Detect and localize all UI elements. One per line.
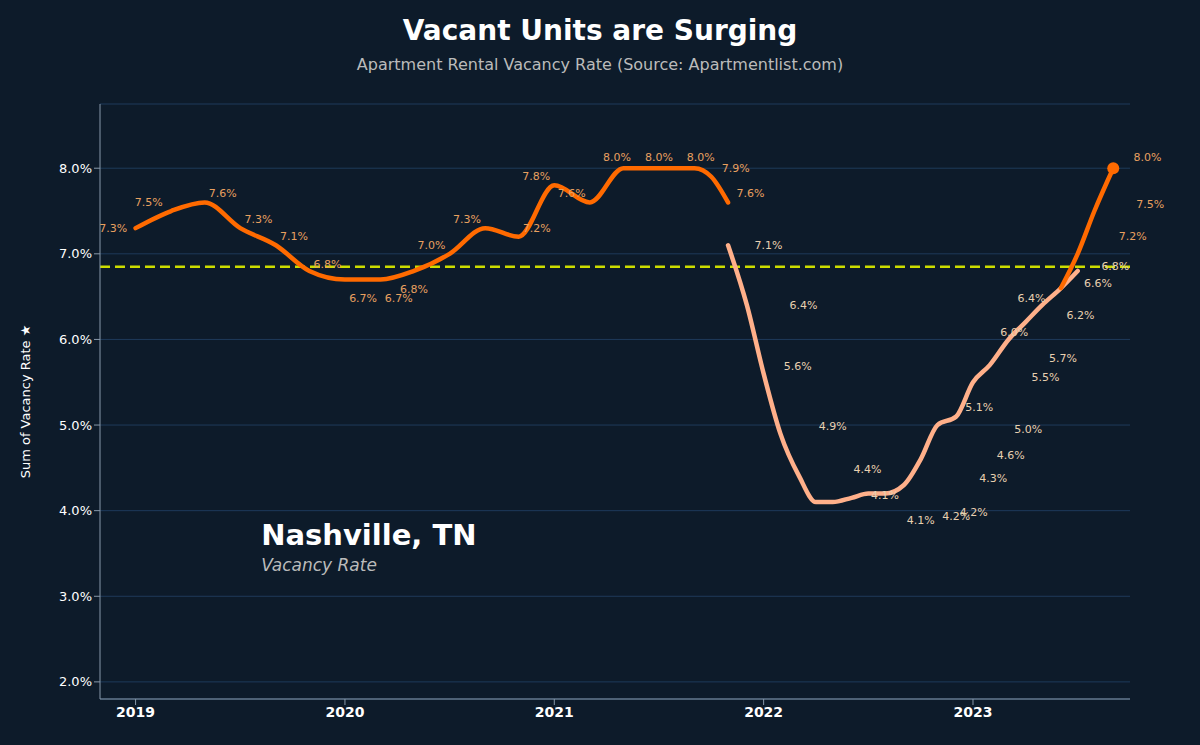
svg-text:2020: 2020: [325, 704, 364, 720]
html-text:Apartment Rental Vacancy Rate: Apartment Rental Vacancy Rate (Source: A…: [356, 55, 844, 74]
svg-text:7.3%: 7.3%: [244, 213, 272, 226]
svg-text:4.9%: 4.9%: [819, 420, 847, 433]
svg-text:6.4%: 6.4%: [789, 299, 817, 312]
svg-text:8.0%: 8.0%: [1133, 151, 1161, 164]
svg-text:Sum of Vacancy Rate ★: Sum of Vacancy Rate ★: [18, 325, 33, 479]
svg-text:4.3%: 4.3%: [979, 472, 1007, 485]
svg-text:5.0%: 5.0%: [59, 418, 92, 433]
svg-text:Nashville, TN: Nashville, TN: [261, 518, 476, 552]
svg-text:2021: 2021: [535, 704, 574, 720]
svg-text:6.0%: 6.0%: [1000, 326, 1028, 339]
svg-text:6.8%: 6.8%: [400, 283, 428, 296]
svg-text:4.4%: 4.4%: [854, 463, 882, 476]
svg-text:8.0%: 8.0%: [687, 151, 715, 164]
svg-text:7.0%: 7.0%: [417, 239, 445, 252]
svg-text:4.0%: 4.0%: [59, 503, 92, 518]
svg-text:5.7%: 5.7%: [1049, 352, 1077, 365]
svg-text:5.0%: 5.0%: [1014, 423, 1042, 436]
svg-text:6.2%: 6.2%: [1066, 309, 1094, 322]
svg-text:2023: 2023: [954, 704, 993, 720]
svg-text:2.0%: 2.0%: [59, 674, 92, 689]
svg-text:5.5%: 5.5%: [1032, 371, 1060, 384]
html-text:Vacant Units are Surging: Vacant Units are Surging: [402, 14, 798, 47]
svg-text:4.1%: 4.1%: [871, 489, 899, 502]
svg-text:7.5%: 7.5%: [1136, 198, 1164, 211]
svg-text:6.4%: 6.4%: [1018, 292, 1046, 305]
svg-text:2019: 2019: [116, 704, 155, 720]
svg-text:3.0%: 3.0%: [59, 589, 92, 604]
svg-text:7.6%: 7.6%: [209, 187, 237, 200]
svg-text:7.3%: 7.3%: [453, 213, 481, 226]
svg-text:7.1%: 7.1%: [755, 239, 783, 252]
svg-text:7.6%: 7.6%: [736, 187, 764, 200]
svg-text:7.2%: 7.2%: [1119, 230, 1147, 243]
svg-text:2022: 2022: [744, 704, 783, 720]
svg-text:7.1%: 7.1%: [280, 230, 308, 243]
svg-text:8.0%: 8.0%: [645, 151, 673, 164]
svg-text:7.5%: 7.5%: [135, 196, 163, 209]
svg-text:6.8%: 6.8%: [1101, 260, 1129, 273]
svg-text:7.9%: 7.9%: [722, 162, 750, 175]
svg-text:4.2%: 4.2%: [942, 510, 971, 524]
svg-text:8.0%: 8.0%: [603, 151, 631, 164]
svg-text:7.3%: 7.3%: [99, 222, 127, 235]
svg-text:7.2%: 7.2%: [523, 222, 551, 235]
svg-text:5.6%: 5.6%: [784, 360, 812, 373]
svg-text:7.6%: 7.6%: [558, 187, 586, 200]
svg-text:4.2%: 4.2%: [960, 506, 988, 519]
svg-text:6.6%: 6.6%: [1084, 277, 1112, 290]
svg-text:6.0%: 6.0%: [59, 332, 92, 347]
svg-text:Vacancy Rate: Vacancy Rate: [261, 555, 377, 575]
svg-text:5.1%: 5.1%: [965, 401, 993, 414]
svg-text:6.7%: 6.7%: [384, 291, 413, 305]
svg-text:8.0%: 8.0%: [59, 161, 92, 176]
svg-text:4.6%: 4.6%: [997, 449, 1025, 462]
svg-text:7.0%: 7.0%: [59, 246, 92, 261]
svg-text:7.8%: 7.8%: [522, 170, 550, 183]
svg-text:6.7%: 6.7%: [349, 292, 377, 305]
svg-text:4.1%: 4.1%: [907, 514, 935, 527]
svg-text:6.8%: 6.8%: [314, 258, 342, 271]
